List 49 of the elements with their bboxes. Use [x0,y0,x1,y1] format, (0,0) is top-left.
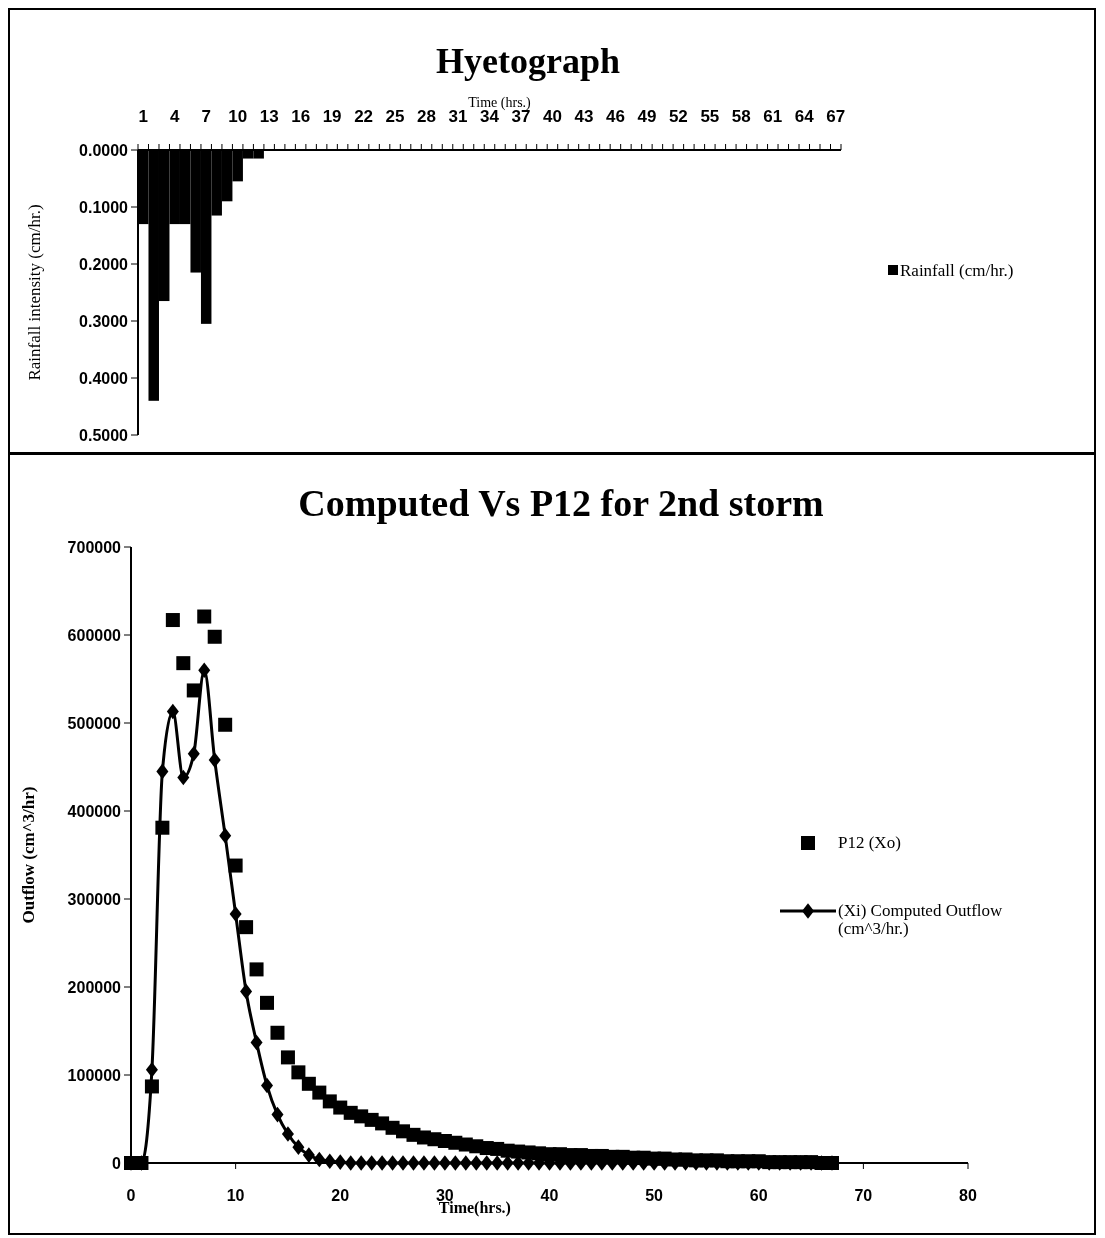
y-axis-title: Rainfall intensity (cm/hr.) [25,204,44,381]
legend-label: (Xi) Computed Outflow (cm^3/hr.) [838,901,1004,938]
x-tick-label: 55 [700,107,720,126]
x-tick-label: 52 [668,107,688,126]
y-tick-label: 200000 [67,979,122,996]
y-axis-title: Outflow (cm^3/hr) [19,786,38,924]
x-tick-label: 80 [959,1187,977,1204]
x-tick-label: 40 [540,1187,559,1204]
y-tick-label: 0.1000 [79,199,129,216]
x-tick-label: 10 [228,107,248,126]
y-tick-label: 0.0000 [79,142,129,159]
legend-label: Rainfall (cm/hr.) [900,261,1014,280]
y-tick-label: 0.2000 [79,256,129,273]
x-tick-label: 4 [169,107,180,126]
x-tick-label: 60 [749,1187,768,1204]
x-tick-label: 50 [645,1187,664,1204]
y-tick-label: 600000 [67,627,122,644]
x-tick-label: 61 [763,107,783,126]
x-tick-label: 43 [574,107,594,126]
chart-title: Hyetograph [436,41,620,81]
y-tick-label: 0.5000 [79,427,129,444]
x-tick-label: 70 [854,1187,873,1204]
y-tick-label: 300000 [67,891,122,908]
y-tick-label: 100000 [67,1067,122,1084]
x-tick-label: 67 [826,107,846,126]
x-tick-label: 25 [385,107,405,126]
legend-label: P12 (Xo) [838,833,901,852]
x-tick-label: 64 [794,107,815,126]
x-tick-label: 58 [731,107,751,126]
x-tick-label: 31 [448,107,468,126]
x-tick-label: 19 [322,107,342,126]
chart-title: Computed Vs P12 for 2nd storm [298,482,824,524]
y-tick-label: 0.3000 [79,313,129,330]
x-tick-label: 28 [417,107,437,126]
x-tick-label: 1 [138,107,148,126]
x-tick-label: 7 [201,107,211,126]
y-tick-label: 0.4000 [79,370,129,387]
x-tick-label: 20 [331,1187,350,1204]
x-tick-label: 13 [259,107,279,126]
y-tick-label: 400000 [67,803,122,820]
x-tick-label: 10 [226,1187,245,1204]
x-tick-label: 49 [637,107,657,126]
y-tick-label: 500000 [67,715,122,732]
x-tick-label: 22 [354,107,374,126]
y-tick-label: 700000 [67,539,122,556]
x-tick-label: 16 [291,107,311,126]
x-tick-label: 46 [605,107,625,126]
y-tick-label: 0 [112,1155,122,1172]
x-tick-label: 40 [542,107,562,126]
